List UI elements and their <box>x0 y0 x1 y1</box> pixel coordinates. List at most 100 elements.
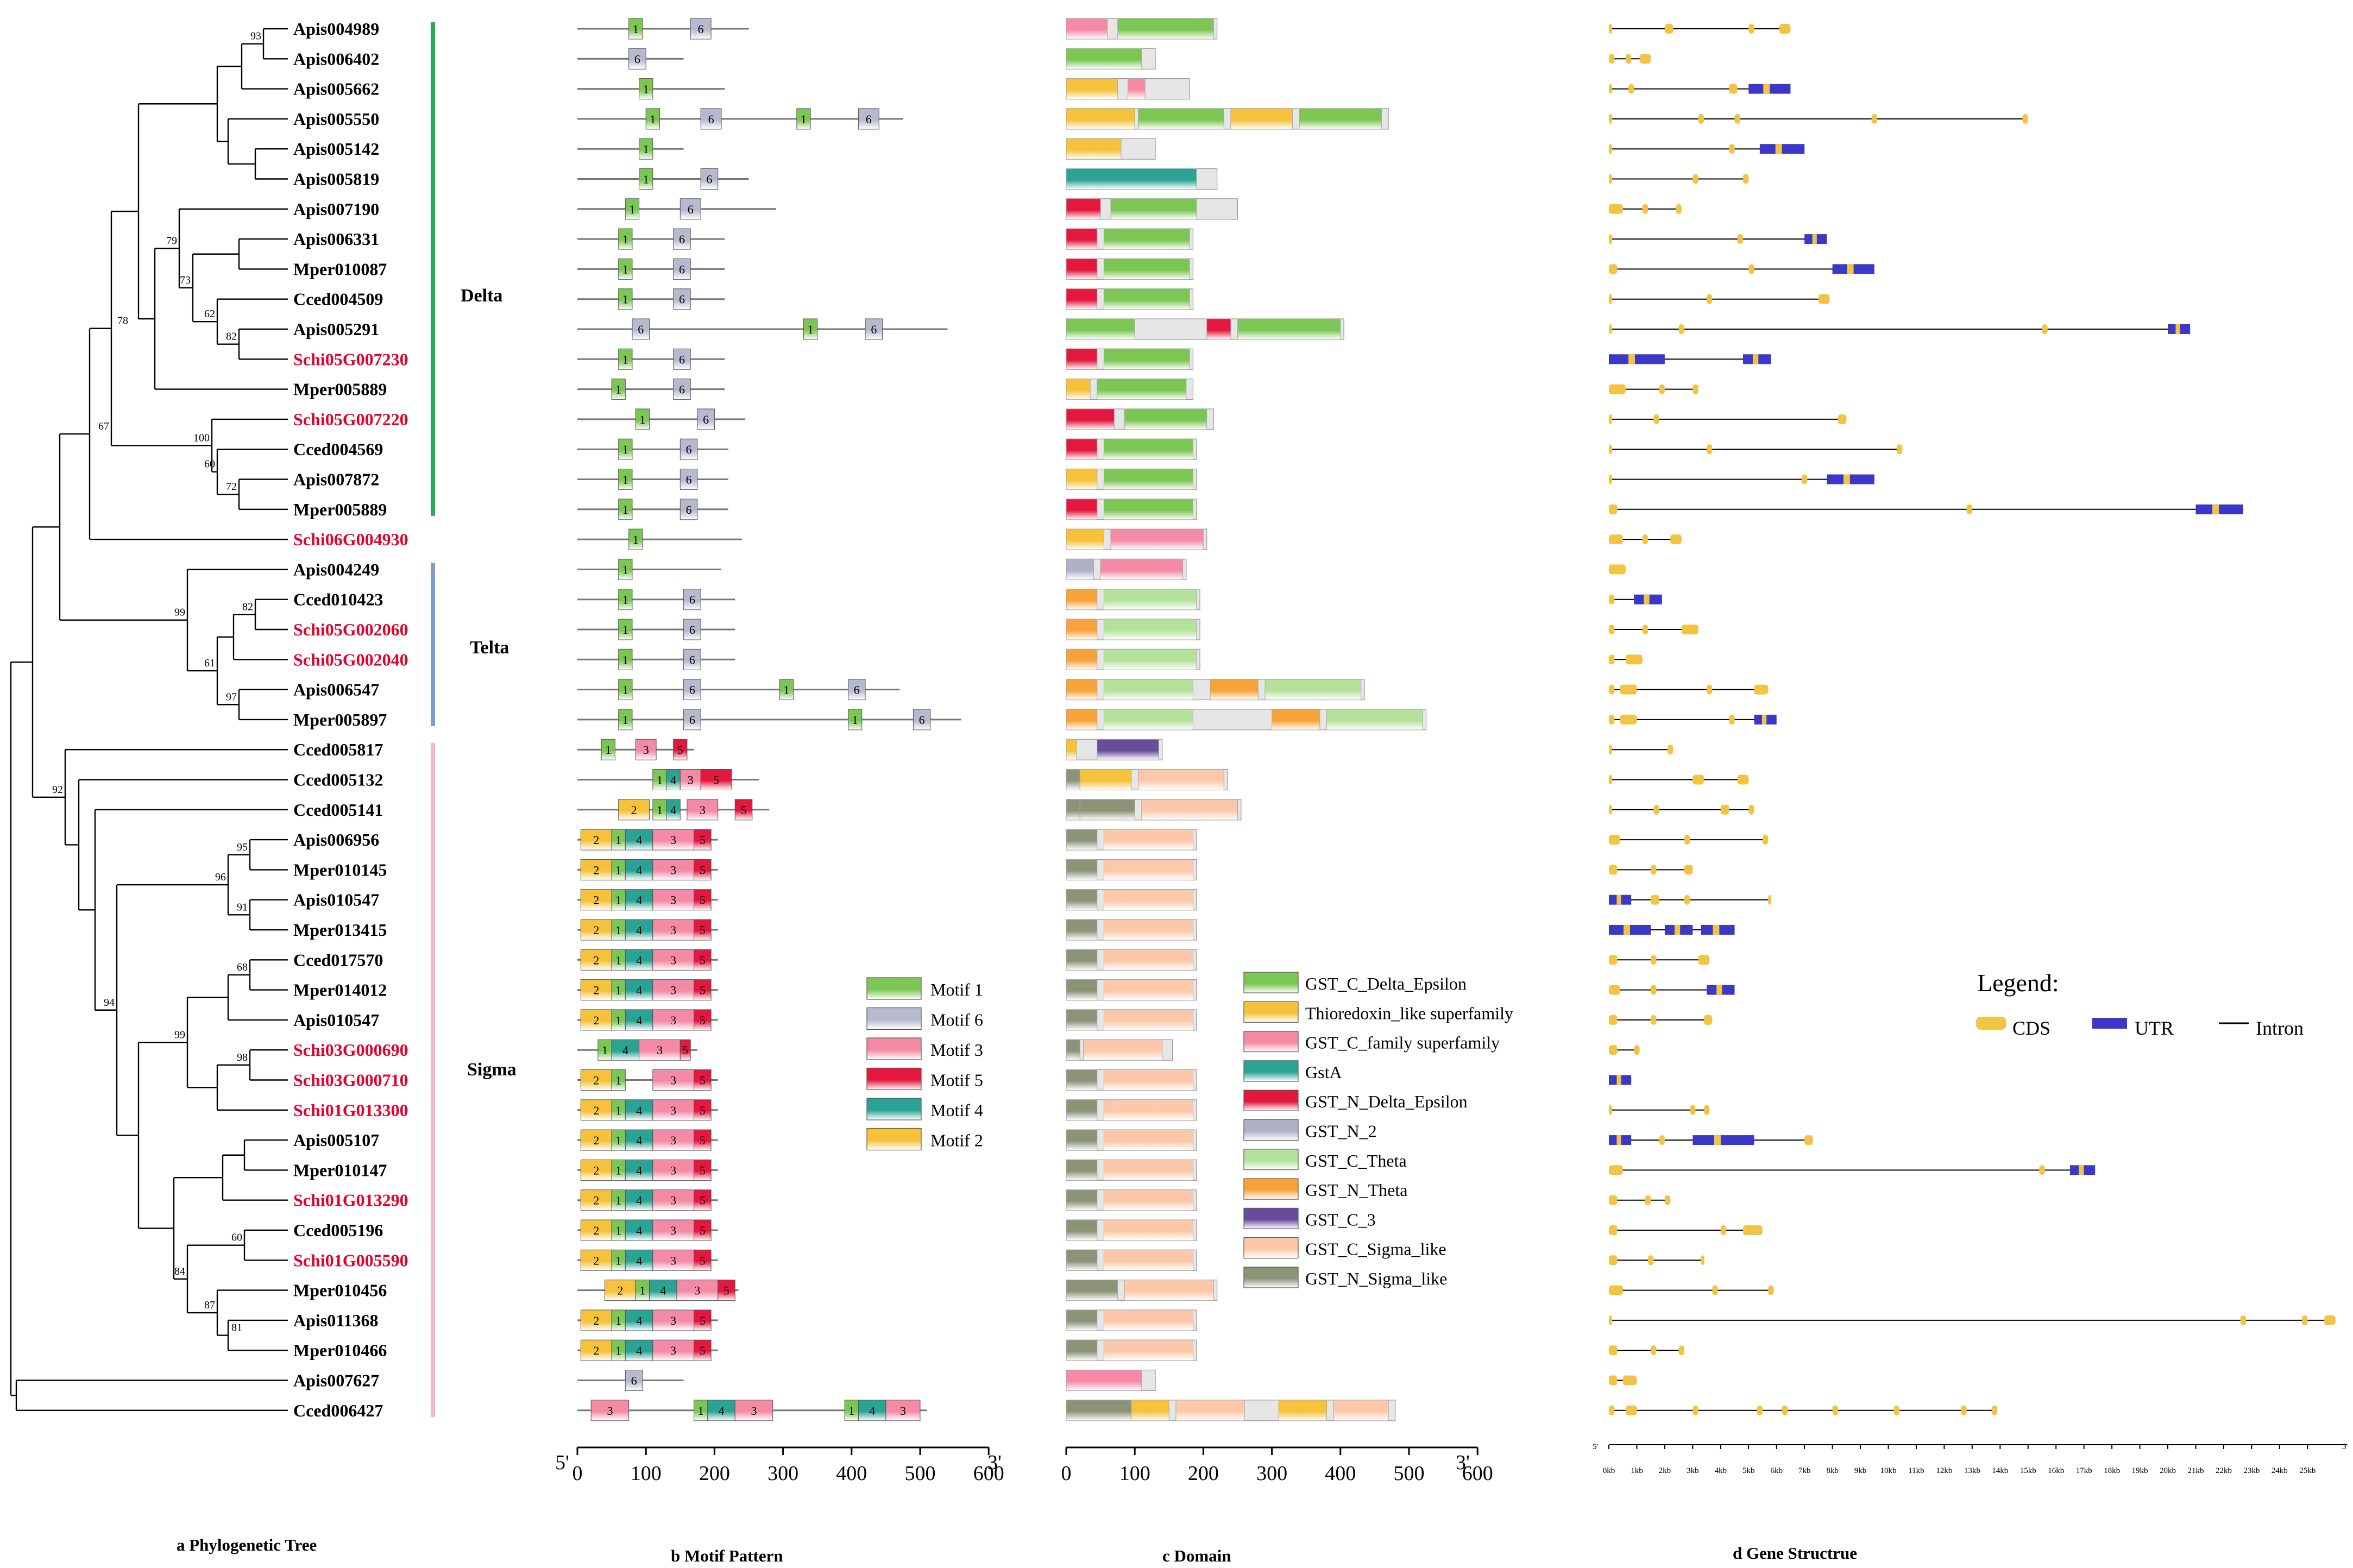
cds-box <box>2079 1165 2084 1175</box>
structure-axis-tick-label: 10kb <box>1880 1466 1897 1475</box>
cds-box <box>2301 1315 2308 1325</box>
cds-box <box>1847 264 1854 274</box>
cds-box <box>1609 654 1615 665</box>
domain-legend-swatch <box>1243 1119 1299 1141</box>
motif-number: 3 <box>688 773 694 787</box>
motif-legend-label: Motif 5 <box>930 1070 983 1090</box>
domain-box <box>1326 709 1423 731</box>
domain-axis-end: 3' <box>1456 1451 1470 1474</box>
motif-box <box>611 1189 626 1211</box>
motif-box <box>625 1339 653 1361</box>
motif-box <box>687 799 719 821</box>
cds-box <box>2022 114 2028 124</box>
cds-box <box>1670 534 1682 545</box>
motif-number: 1 <box>602 1043 608 1057</box>
gene-name: Apis006956 <box>293 830 379 849</box>
cds-box <box>1609 1105 1612 1115</box>
domain-box <box>1103 288 1190 310</box>
cds-box <box>1729 714 1735 725</box>
motif-box <box>700 108 722 130</box>
domain-box <box>1103 499 1193 520</box>
motif-box <box>673 379 691 400</box>
bootstrap-value: 87 <box>204 1299 215 1311</box>
motif-number: 3 <box>694 1284 700 1298</box>
cds-box <box>2324 1315 2336 1325</box>
motif-box <box>611 859 626 880</box>
cds-box <box>1609 745 1612 755</box>
motif-box <box>618 348 633 370</box>
cds-box <box>1609 1195 1618 1205</box>
motif-number: 1 <box>801 112 807 126</box>
motif-number: 5 <box>700 1163 706 1177</box>
domain-axis-tick-label: 0 <box>1061 1462 1072 1485</box>
motif-number: 3 <box>670 1013 676 1027</box>
motif-box <box>618 648 633 670</box>
motif-number: 3 <box>670 863 676 877</box>
domain-box <box>1278 1400 1328 1421</box>
motif-box <box>680 438 698 460</box>
motif-box <box>618 438 633 460</box>
motif-number: 1 <box>615 893 621 907</box>
cds-box <box>1620 714 1637 725</box>
gene-name: Schi01G013300 <box>293 1100 408 1120</box>
structure-axis-tick-label: 5kb <box>1742 1466 1755 1475</box>
structure-axis-tick-label: 23kb <box>2243 1466 2260 1475</box>
motif-number: 2 <box>593 833 599 847</box>
domain-box <box>1103 228 1190 250</box>
domain-box <box>1066 1339 1098 1361</box>
gene-name: Schi05G002060 <box>293 620 408 639</box>
bootstrap-value: 79 <box>166 235 177 247</box>
motif-number: 4 <box>622 1043 628 1057</box>
motif-box <box>628 528 643 550</box>
motif-number: 6 <box>679 232 685 246</box>
motif-number: 5 <box>700 1194 706 1207</box>
cds-box <box>1684 895 1690 905</box>
motif-box <box>639 78 653 100</box>
domain-box <box>1124 1280 1214 1301</box>
motif-box <box>625 1189 653 1211</box>
motif-number: 4 <box>636 1013 642 1027</box>
cds-box <box>1609 714 1615 725</box>
domain-legend-label: GST_C_Theta <box>1305 1151 1407 1170</box>
motif-number: 4 <box>636 923 642 937</box>
motif-number: 3 <box>700 803 706 817</box>
motif-box <box>847 709 863 731</box>
motif-number: 1 <box>643 173 649 186</box>
domain-box <box>1066 1249 1098 1271</box>
cds-box <box>1893 1405 1900 1415</box>
motif-box <box>683 619 701 640</box>
gene-name: Schi01G005590 <box>293 1250 408 1270</box>
motif-box <box>645 108 660 130</box>
cds-box <box>1609 1255 1618 1265</box>
cds-box <box>1668 745 1673 755</box>
domain-axis-tick-label: 600 <box>1462 1462 1493 1485</box>
structure-axis-tick-label: 4kb <box>1715 1466 1727 1475</box>
cds-box <box>1742 1225 1763 1235</box>
motif-number: 1 <box>615 1224 621 1237</box>
motif-number: 2 <box>593 1194 599 1207</box>
cds-box <box>1651 1015 1657 1025</box>
cds-box <box>1609 865 1618 875</box>
motif-box <box>680 769 701 790</box>
cds-box <box>1729 84 1738 94</box>
motif-box <box>628 18 643 40</box>
motif-number: 1 <box>639 1284 645 1298</box>
motif-box <box>580 1069 612 1091</box>
motif-number: 2 <box>593 863 599 877</box>
motif-box <box>625 1249 653 1271</box>
motif-box <box>580 1129 612 1151</box>
motif-number: 2 <box>593 1224 599 1237</box>
cds-legend-label: CDS <box>2012 1017 2050 1039</box>
domain-legend-label: GstA <box>1305 1062 1342 1082</box>
domain-box <box>1066 1280 1118 1301</box>
gene-name: Cced005817 <box>293 740 383 759</box>
motif-box <box>632 318 650 340</box>
motif-number: 2 <box>593 1013 599 1027</box>
domain-box <box>1103 648 1197 670</box>
motif-box <box>635 739 657 760</box>
motif-number: 1 <box>852 713 858 727</box>
cds-box <box>1714 1135 1721 1145</box>
motif-number: 1 <box>615 953 621 967</box>
motif-box <box>865 318 883 340</box>
